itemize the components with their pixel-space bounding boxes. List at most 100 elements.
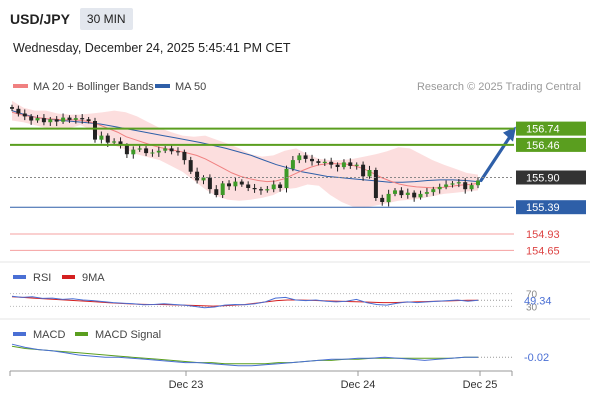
candle-body xyxy=(450,183,455,185)
level-label-box-155.39 xyxy=(516,200,586,215)
candle-body xyxy=(99,135,104,140)
rsi-line xyxy=(11,295,479,309)
candle-body xyxy=(22,113,27,117)
rsi-ma-legend-label: 9MA xyxy=(82,272,105,284)
candle-body xyxy=(54,119,59,122)
candle-body xyxy=(35,118,40,121)
candle-body xyxy=(271,184,276,190)
macd-signal-legend-swatch xyxy=(75,332,88,336)
candle-body xyxy=(124,145,129,155)
candle-body xyxy=(201,177,206,181)
ma50-legend-label: MA 50 xyxy=(175,81,206,93)
rsi-current-value: 49.34 xyxy=(524,295,552,307)
candle-body xyxy=(322,161,327,163)
candle-body xyxy=(105,135,110,143)
macd-legend-swatch xyxy=(13,332,26,336)
macd-panel: -0.02 xyxy=(11,343,549,367)
x-tick-label: Dec 23 xyxy=(169,379,204,391)
level-label-154.65: 154.65 xyxy=(526,245,560,257)
macd-signal-legend-label: MACD Signal xyxy=(95,329,161,341)
price-levels: 156.74 156.46 155.90 155.39 154.93 154.65 xyxy=(10,121,586,257)
rsi-legend-swatch xyxy=(13,275,26,279)
chart-header: USD/JPY 30 MIN xyxy=(10,7,133,31)
x-axis-ticks: Dec 23 Dec 24 Dec 25 xyxy=(9,371,498,391)
candle-body xyxy=(380,197,385,202)
ma20-legend-swatch xyxy=(13,84,28,88)
candle-body xyxy=(80,118,85,120)
macd-legend-label: MACD xyxy=(33,329,65,341)
candle-body xyxy=(169,148,174,152)
candle-body xyxy=(418,193,423,198)
candle-body xyxy=(207,177,212,190)
candle-body xyxy=(310,158,314,162)
candle-body xyxy=(195,171,200,181)
candle-body xyxy=(284,168,289,188)
macd-line xyxy=(11,343,478,367)
candle-body xyxy=(373,170,378,198)
candle-body xyxy=(354,164,359,166)
candle-body xyxy=(259,189,263,191)
rsi-level-30-label: 30 xyxy=(526,302,538,313)
candle-body xyxy=(348,162,353,166)
candle-body xyxy=(361,164,366,177)
candle-body xyxy=(73,118,78,120)
candle-body xyxy=(437,186,442,190)
candle-body xyxy=(137,148,142,150)
candle-body xyxy=(144,148,149,154)
candle-body xyxy=(265,189,270,191)
candle-body xyxy=(16,108,21,114)
ma50-line xyxy=(11,110,479,183)
candle-body xyxy=(463,182,468,190)
ma50-legend-swatch xyxy=(155,84,170,88)
candle-body xyxy=(150,152,155,154)
rsi-legend-label: RSI xyxy=(33,272,51,284)
candle-body xyxy=(48,119,53,123)
candle-body xyxy=(67,117,72,120)
candle-body xyxy=(239,181,244,185)
candle-body xyxy=(469,185,474,190)
candle-body xyxy=(156,150,161,153)
candle-body xyxy=(329,161,334,165)
candle-body xyxy=(86,119,91,121)
level-label-155.39: 155.39 xyxy=(526,202,560,214)
candle-body xyxy=(335,164,340,167)
candle-body xyxy=(29,116,34,121)
candle-body xyxy=(303,155,308,159)
candle-body xyxy=(297,155,302,161)
candle-body xyxy=(131,149,136,155)
candle-body xyxy=(393,190,397,194)
candle-body xyxy=(10,107,14,109)
candle-body xyxy=(233,181,238,187)
candle-body xyxy=(252,188,257,190)
chart-datetime: Wednesday, December 24, 2025 5:45:41 PM … xyxy=(13,41,291,55)
x-tick-label: Dec 25 xyxy=(463,379,498,391)
level-label-154.93: 154.93 xyxy=(526,229,560,241)
candle-body xyxy=(444,184,449,187)
rsi-level-70-label: 70 xyxy=(526,290,538,301)
timeframe-badge[interactable]: 30 MIN xyxy=(79,8,133,30)
candle-body xyxy=(61,117,66,122)
level-label-box-156.74 xyxy=(516,121,586,136)
ma20-line xyxy=(11,111,479,189)
ma20-legend-label: MA 20 + Bollinger Bands xyxy=(33,81,154,93)
level-label-155.90: 155.90 xyxy=(526,173,560,185)
candle-body xyxy=(112,141,117,143)
candle-body xyxy=(399,190,404,196)
macd-current-value: -0.02 xyxy=(524,352,549,364)
candle-body xyxy=(227,183,231,187)
candle-body xyxy=(188,160,193,172)
candle-body xyxy=(405,192,410,195)
forecast-arrow-head xyxy=(503,126,516,142)
candle-body xyxy=(431,189,436,193)
forecast-arrow-shaft xyxy=(479,135,512,183)
bollinger-band-area xyxy=(12,100,478,208)
candle-body xyxy=(367,170,372,177)
candle-body xyxy=(424,192,429,194)
copyright-label: Research © 2025 Trading Central xyxy=(417,81,581,93)
candle-body xyxy=(214,189,219,195)
candle-body xyxy=(476,180,480,186)
candle-body xyxy=(41,118,46,123)
